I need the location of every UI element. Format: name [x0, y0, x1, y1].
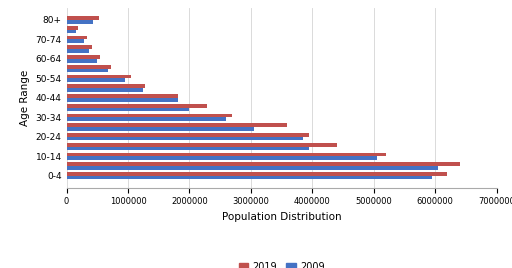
Bar [67, 26, 78, 30]
Bar [67, 147, 309, 150]
Bar [67, 20, 93, 24]
Bar [67, 156, 377, 160]
Bar [67, 84, 144, 88]
Bar [67, 176, 432, 180]
Bar [67, 65, 112, 69]
Y-axis label: Age Range: Age Range [20, 70, 30, 126]
Bar [67, 117, 226, 121]
Bar [67, 39, 84, 43]
Bar [67, 88, 143, 92]
Bar [67, 143, 337, 147]
Bar [67, 152, 386, 156]
Bar [67, 98, 178, 102]
Bar [67, 55, 100, 59]
Bar [67, 114, 232, 117]
Legend: 2019, 2009: 2019, 2009 [234, 258, 329, 268]
Bar [67, 137, 303, 140]
Bar [67, 104, 207, 107]
Bar [67, 45, 92, 49]
Bar [67, 127, 254, 131]
Bar [67, 59, 97, 62]
Bar [67, 75, 131, 78]
Bar [67, 69, 109, 72]
Bar [67, 162, 460, 166]
Bar [67, 36, 87, 39]
Bar [67, 123, 287, 127]
Bar [67, 49, 89, 53]
Bar [67, 166, 438, 170]
Bar [67, 30, 76, 33]
Bar [67, 78, 125, 82]
Bar [67, 107, 189, 111]
Bar [67, 94, 178, 98]
Bar [67, 16, 98, 20]
X-axis label: Population Distribution: Population Distribution [222, 212, 342, 222]
Bar [67, 133, 309, 137]
Bar [67, 172, 447, 176]
